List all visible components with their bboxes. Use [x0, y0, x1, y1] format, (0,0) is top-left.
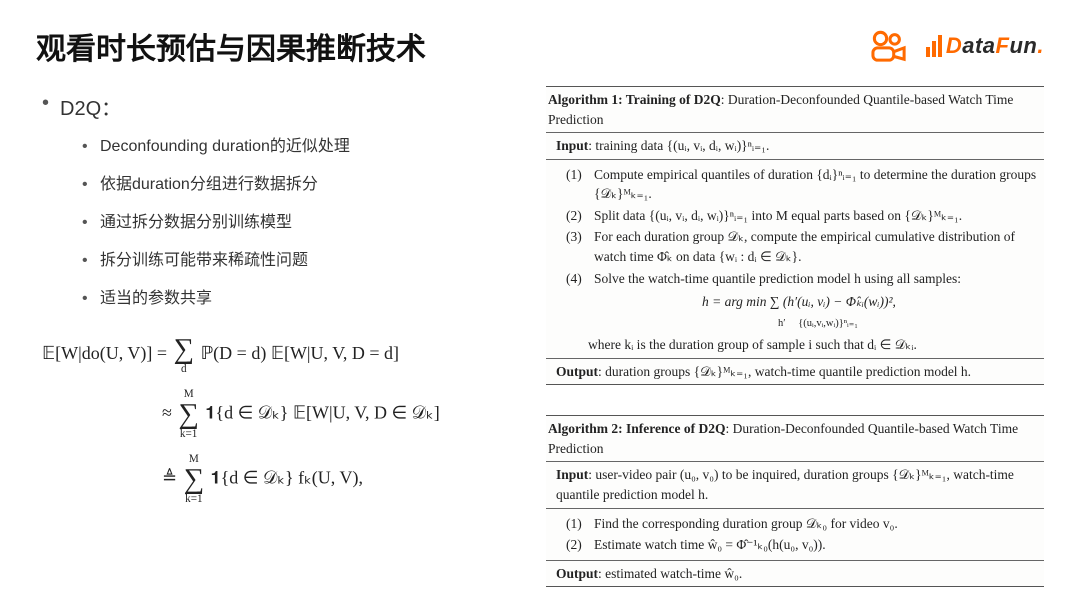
sigma-icon: ∑ d: [174, 335, 195, 375]
equation-line-3: ≜ M ∑ k=1 𝟏{d ∈ 𝒟ₖ} fₖ(U, V),: [42, 454, 536, 505]
bullet-item: 通过拆分数据分别训练模型: [82, 211, 536, 235]
algo1-steps: (1)Compute empirical quantiles of durati…: [546, 160, 1044, 359]
datafun-bars-icon: [926, 33, 944, 59]
algorithm-1-box: Algorithm 1: Training of D2Q: Duration-D…: [546, 86, 1044, 385]
right-column: Algorithm 1: Training of D2Q: Duration-D…: [546, 86, 1044, 606]
algo1-input-text: : training data {(uᵢ, vᵢ, dᵢ, wᵢ)}ⁿᵢ₌₁.: [588, 138, 769, 153]
algo1-equation: h = arg min ∑ (h′(uᵢ, vᵢ) − Φ̂ₖᵢ(wᵢ))², …: [556, 292, 1042, 331]
bullet-list: Deconfounding duration的近似处理 依据duration分组…: [82, 135, 536, 311]
datafun-logo: DataFun.: [926, 31, 1044, 61]
eq-prefix: ≜: [162, 468, 182, 488]
algo2-step: (1)Find the corresponding duration group…: [556, 514, 1042, 534]
algo1-output-text: : duration groups {𝒟ₖ}ᴹₖ₌₁, watch-time q…: [598, 364, 971, 379]
algo2-title: Algorithm 2: Inference of D2Q: Duration-…: [546, 415, 1044, 462]
algo2-input-text: : user-video pair (u₀, v₀) to be inquire…: [556, 467, 1014, 502]
equation-block: 𝔼[W|do(U, V)] = ∑ d ℙ(D = d) 𝔼[W|U, V, D…: [42, 335, 536, 505]
bullet-item: Deconfounding duration的近似处理: [82, 135, 536, 159]
left-column: D2Q： Deconfounding duration的近似处理 依据durat…: [36, 86, 536, 606]
algo1-title-bold: Algorithm 1: Training of D2Q: [548, 92, 721, 107]
eq-prefix: ≈: [162, 403, 176, 423]
algo1-step: (3)For each duration group 𝒟ₖ, compute t…: [556, 227, 1042, 266]
bullet-item: 拆分训练可能带来稀疏性问题: [82, 249, 536, 273]
bullet-item: 适当的参数共享: [82, 287, 536, 311]
algo2-output-label: Output: [556, 566, 598, 581]
algorithm-2-box: Algorithm 2: Inference of D2Q: Duration-…: [546, 415, 1044, 587]
algo2-output-text: : estimated watch-time ŵ₀.: [598, 566, 742, 581]
eq-rhs: 𝟏{d ∈ 𝒟ₖ} 𝔼[W|U, V, D ∈ 𝒟ₖ]: [205, 403, 439, 423]
algo1-title: Algorithm 1: Training of D2Q: Duration-D…: [546, 86, 1044, 133]
d2q-heading: D2Q：: [42, 92, 536, 121]
eq-rhs: ℙ(D = d) 𝔼[W|U, V, D = d]: [201, 343, 399, 363]
slide-title: 观看时长预估与因果推断技术: [36, 24, 426, 68]
equation-line-1: 𝔼[W|do(U, V)] = ∑ d ℙ(D = d) 𝔼[W|U, V, D…: [42, 335, 536, 375]
logos: DataFun.: [866, 29, 1044, 63]
sigma-icon: M ∑ k=1: [184, 454, 205, 505]
algo1-eq-note: where kᵢ is the duration group of sample…: [556, 335, 1042, 355]
algo2-output: Output: estimated watch-time ŵ₀.: [546, 561, 1044, 588]
algo1-input-label: Input: [556, 138, 588, 153]
bullet-item: 依据duration分组进行数据拆分: [82, 173, 536, 197]
algo2-steps: (1)Find the corresponding duration group…: [546, 509, 1044, 561]
sigma-icon: M ∑ k=1: [178, 389, 199, 440]
title-row: 观看时长预估与因果推断技术: [36, 24, 1044, 68]
equation-line-2: ≈ M ∑ k=1 𝟏{d ∈ 𝒟ₖ} 𝔼[W|U, V, D ∈ 𝒟ₖ]: [42, 389, 536, 440]
datafun-text: DataFun.: [946, 33, 1044, 59]
algo1-input: Input: training data {(uᵢ, vᵢ, dᵢ, wᵢ)}ⁿ…: [546, 133, 1044, 160]
algo1-step: (1)Compute empirical quantiles of durati…: [556, 165, 1042, 204]
algo2-step: (2)Estimate watch time ŵ₀ = Φ̂⁻¹ₖ₀(h(u₀,…: [556, 535, 1042, 555]
kuaishou-logo-icon: [866, 29, 912, 63]
slide-root: 观看时长预估与因果推断技术: [0, 0, 1080, 608]
algo2-input: Input: user-video pair (u₀, v₀) to be in…: [546, 462, 1044, 508]
algo1-step: (4)Solve the watch-time quantile predict…: [556, 269, 1042, 289]
eq-lhs: 𝔼[W|do(U, V)] =: [42, 343, 172, 363]
algo2-input-label: Input: [556, 467, 588, 482]
content-row: D2Q： Deconfounding duration的近似处理 依据durat…: [36, 86, 1044, 606]
eq-rhs: 𝟏{d ∈ 𝒟ₖ} fₖ(U, V),: [211, 468, 363, 488]
algo2-title-bold: Algorithm 2: Inference of D2Q: [548, 421, 725, 436]
algo1-step: (2)Split data {(uᵢ, vᵢ, dᵢ, wᵢ)}ⁿᵢ₌₁ int…: [556, 206, 1042, 226]
algo1-output: Output: duration groups {𝒟ₖ}ᴹₖ₌₁, watch-…: [546, 359, 1044, 386]
algo1-output-label: Output: [556, 364, 598, 379]
